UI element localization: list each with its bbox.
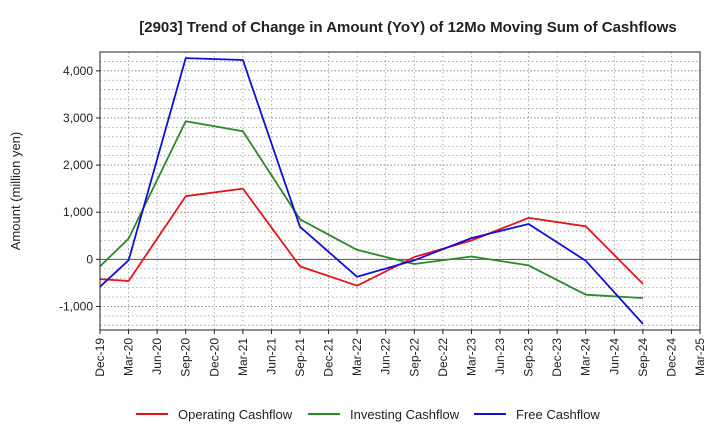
x-tick-label: Jun-20 <box>150 338 164 375</box>
x-tick-label: Mar-25 <box>693 338 707 376</box>
x-tick-label: Jun-24 <box>607 338 621 375</box>
x-tick-label: Dec-23 <box>550 338 564 377</box>
y-tick-label: -1,000 <box>59 299 93 313</box>
y-tick-label: 1,000 <box>63 205 93 219</box>
x-tick-label: Jun-23 <box>493 338 507 375</box>
x-tick-label: Dec-19 <box>93 338 107 377</box>
x-tick-label: Mar-20 <box>122 338 136 376</box>
x-tick-label: Mar-24 <box>579 338 593 376</box>
plot-area <box>100 52 700 330</box>
series-layer <box>99 57 644 325</box>
y-axis-label: Amount (million yen) <box>8 132 23 251</box>
x-tick-label: Jun-21 <box>264 338 278 375</box>
x-tick-label: Sep-23 <box>522 338 536 377</box>
chart-title: [2903] Trend of Change in Amount (YoY) o… <box>139 19 677 36</box>
x-tick-label: Sep-21 <box>293 338 307 377</box>
legend-label-operating-cashflow: Operating Cashflow <box>178 407 293 422</box>
x-tick-label: Mar-21 <box>236 338 250 376</box>
y-tick-label: 0 <box>86 252 93 266</box>
x-tick-label: Dec-22 <box>436 338 450 377</box>
x-tick-label: Mar-23 <box>464 338 478 376</box>
x-tick-label: Sep-20 <box>179 338 193 377</box>
x-tick-label: Mar-22 <box>350 338 364 376</box>
grid-layer <box>99 51 701 330</box>
legend: Operating Cashflow Investing Cashflow Free… <box>136 407 600 422</box>
legend-label-investing-cashflow: Investing Cashflow <box>350 407 460 422</box>
x-tick-label: Dec-20 <box>207 338 221 377</box>
plot-border <box>99 51 701 331</box>
y-tick-label: 2,000 <box>63 158 93 172</box>
x-tick-label: Dec-21 <box>322 338 336 377</box>
x-tick-label: Sep-24 <box>636 338 650 377</box>
axis-layer: -1,000 0 1,000 2,000 3,000 4,000 Dec-19 Mar-20 J… <box>59 51 707 377</box>
x-tick-label: Jun-22 <box>379 338 393 375</box>
legend-label-free-cashflow: Free Cashflow <box>516 407 600 422</box>
y-tick-label: 4,000 <box>63 64 93 78</box>
x-tick-label: Sep-22 <box>407 338 421 377</box>
y-tick-label: 3,000 <box>63 111 93 125</box>
x-tick-label: Dec-24 <box>664 338 678 377</box>
